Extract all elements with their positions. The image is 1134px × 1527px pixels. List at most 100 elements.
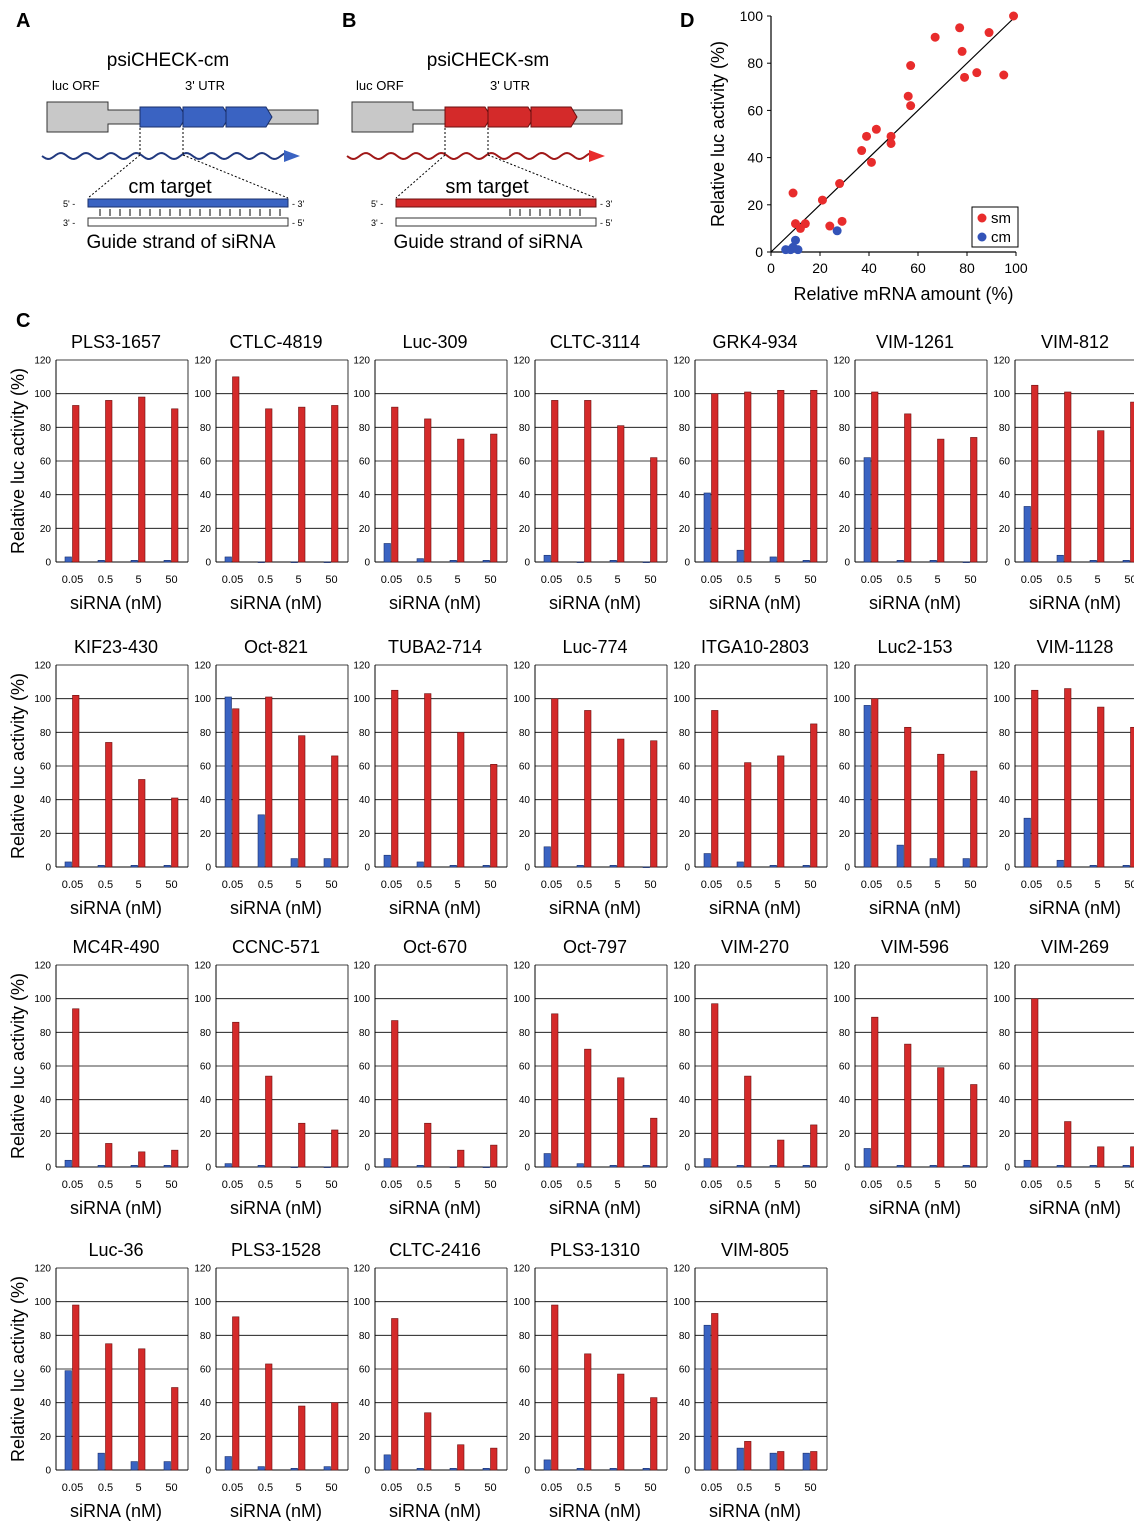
bar-sm <box>584 1353 592 1471</box>
y-tick-label: 120 <box>513 356 530 367</box>
y-tick-label: 20 <box>359 829 371 840</box>
bar-cm <box>863 1148 871 1168</box>
y-tick-label: 60 <box>999 1062 1011 1073</box>
bar-sm <box>490 433 498 563</box>
y-tick-label: 120 <box>833 356 850 367</box>
bar-cm <box>290 561 298 563</box>
strand-end-label: 5' - <box>371 199 383 209</box>
bar-sm <box>1097 1146 1105 1168</box>
x-axis-label: siRNA (nM) <box>230 1198 322 1218</box>
orf-label: luc ORF <box>52 78 100 93</box>
bar-sm <box>232 1316 240 1471</box>
target-arrow <box>182 106 230 128</box>
bar-sm <box>970 770 978 868</box>
bar-sm <box>1064 391 1072 563</box>
bar-cm <box>163 1461 171 1471</box>
chart-title: CTLC-4819 <box>229 332 322 352</box>
bar-cm <box>863 457 871 563</box>
bar-sm <box>490 1447 498 1471</box>
y-tick-label: 100 <box>353 694 370 705</box>
bar-chart: TUBA2-714 0 20 40 60 80 100 120 0.05 0.5 5 50siRNA … <box>353 637 508 918</box>
x-tick-label: 50 <box>804 574 816 586</box>
bar-sm <box>904 1043 912 1168</box>
y-tick-label: 120 <box>194 356 211 367</box>
bar-sm <box>711 393 719 563</box>
y-tick-label: 80 <box>200 1028 212 1039</box>
target-label: cm target <box>128 176 212 198</box>
strand-end-label: 3' - <box>371 218 383 228</box>
y-tick-label: 80 <box>999 1028 1011 1039</box>
x-axis-label: siRNA (nM) <box>70 593 162 613</box>
y-tick-label: 60 <box>839 762 851 773</box>
mrna-wave <box>41 151 287 161</box>
y-tick-label: 60 <box>40 1062 52 1073</box>
bar-sm <box>232 1021 240 1168</box>
bar-sm <box>298 1122 306 1168</box>
bar-cm <box>290 1468 298 1471</box>
y-tick-label: 20 <box>40 1432 52 1443</box>
bar-cm <box>802 865 810 868</box>
bar-sm <box>650 1117 658 1168</box>
y-tick-label: 60 <box>200 1365 212 1376</box>
bar-sm <box>490 764 498 868</box>
mrna-wave <box>346 151 592 161</box>
x-tick-label: 5 <box>454 1482 460 1494</box>
scatter-point-sm <box>955 23 965 33</box>
y-tick-label: 60 <box>200 762 212 773</box>
y-tick-label: 100 <box>513 994 530 1005</box>
y-tick-label: 40 <box>999 795 1011 806</box>
scatter-point-sm <box>857 146 867 156</box>
y-tick-label: 0 <box>1004 1163 1010 1174</box>
bar-cm <box>224 1456 232 1471</box>
y-tick-label: 0 <box>524 1163 530 1174</box>
y-tick-label: 20 <box>999 829 1011 840</box>
x-tick-label: 50 <box>1124 1179 1134 1191</box>
x-axis-label: siRNA (nM) <box>1029 593 1121 613</box>
y-axis-label: Relative luc activity (%) <box>8 368 28 554</box>
y-tick-label: 80 <box>40 1028 52 1039</box>
y-tick-label: 60 <box>747 102 763 118</box>
scatter-point-sm <box>825 221 835 231</box>
x-axis-label: siRNA (nM) <box>709 1501 801 1521</box>
y-tick-label: 0 <box>364 863 370 874</box>
x-tick-label: 0.5 <box>1057 1179 1072 1191</box>
bar-sm <box>810 389 818 563</box>
bar-cm <box>130 1461 138 1471</box>
target-arrow <box>225 106 273 128</box>
y-tick-label: 20 <box>839 1129 851 1140</box>
y-tick-label: 0 <box>1004 558 1010 569</box>
x-axis-label: Relative mRNA amount (%) <box>793 284 1013 304</box>
bar-sm <box>391 689 399 868</box>
y-tick-label: 120 <box>673 356 690 367</box>
y-tick-label: 40 <box>200 1398 212 1409</box>
y-tick-label: 20 <box>999 1129 1011 1140</box>
x-axis-label: siRNA (nM) <box>389 593 481 613</box>
y-tick-label: 80 <box>519 728 531 739</box>
y-tick-label: 60 <box>519 762 531 773</box>
bar-sm <box>105 1143 113 1168</box>
x-tick-label: 0.5 <box>417 879 432 891</box>
chart-title: CLTC-2416 <box>389 1240 481 1260</box>
y-tick-label: 120 <box>673 661 690 672</box>
bar-cm <box>1089 865 1097 868</box>
y-tick-label: 60 <box>359 457 371 468</box>
bar-sm <box>232 376 240 563</box>
bar-cm <box>130 560 138 563</box>
bar-cm <box>543 1153 551 1168</box>
chart-title: Luc-309 <box>402 332 467 352</box>
bar-cm <box>257 561 265 563</box>
bar-chart: CTLC-4819 0 20 40 60 80 100 120 0.05 0.5 5 50siRNA … <box>194 332 349 613</box>
x-tick-label: 0.5 <box>737 1179 752 1191</box>
strand-end-label: - 3' <box>292 199 305 209</box>
bar-sm <box>810 1451 818 1471</box>
chart-title: Luc-36 <box>88 1240 143 1260</box>
y-tick-label: 100 <box>673 694 690 705</box>
bar-cm <box>543 554 551 563</box>
